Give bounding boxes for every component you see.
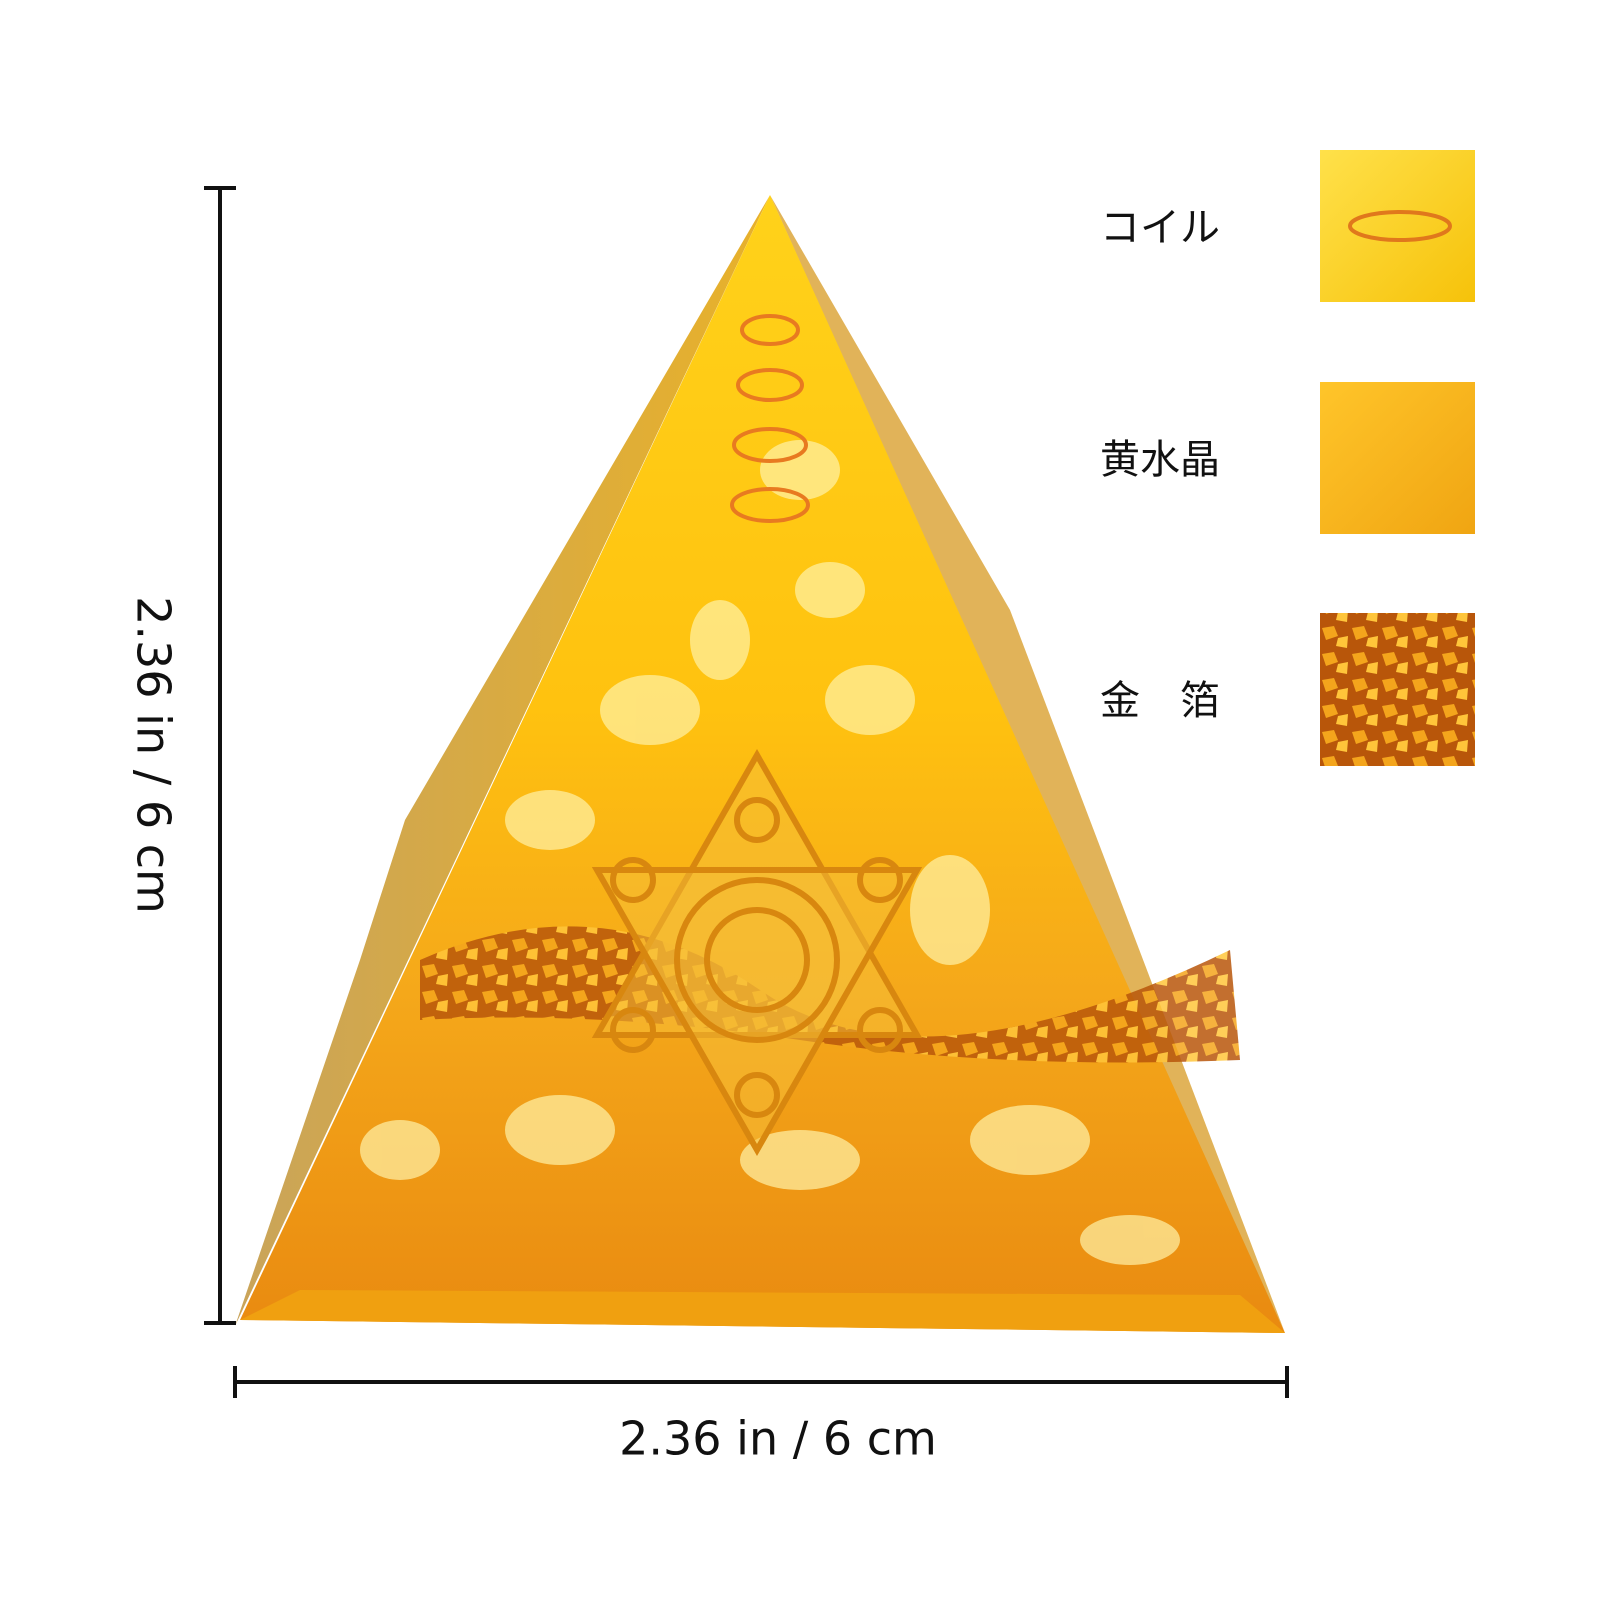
coil xyxy=(730,314,810,523)
material-label: 金 箔 xyxy=(1100,678,1220,724)
material-swatch xyxy=(1320,613,1475,766)
pyramid xyxy=(235,195,1285,1333)
pyramid-side xyxy=(235,195,770,1326)
gold-foil-layer xyxy=(420,926,1240,1063)
crystals xyxy=(360,440,1180,1265)
star-emblem xyxy=(591,748,923,1157)
width-label: 2.36 in / 6 cm xyxy=(619,1412,937,1466)
height-dimension-line xyxy=(204,186,236,1325)
swatch-coil xyxy=(1348,210,1452,242)
material-label: 黄水晶 xyxy=(1100,437,1220,483)
material-swatch xyxy=(1320,382,1475,534)
width-dimension-line xyxy=(233,1366,1289,1398)
material-label: コイル xyxy=(1100,205,1220,251)
pyramid-base xyxy=(240,1290,1285,1333)
height-label: 2.36 in / 6 cm xyxy=(127,596,181,914)
